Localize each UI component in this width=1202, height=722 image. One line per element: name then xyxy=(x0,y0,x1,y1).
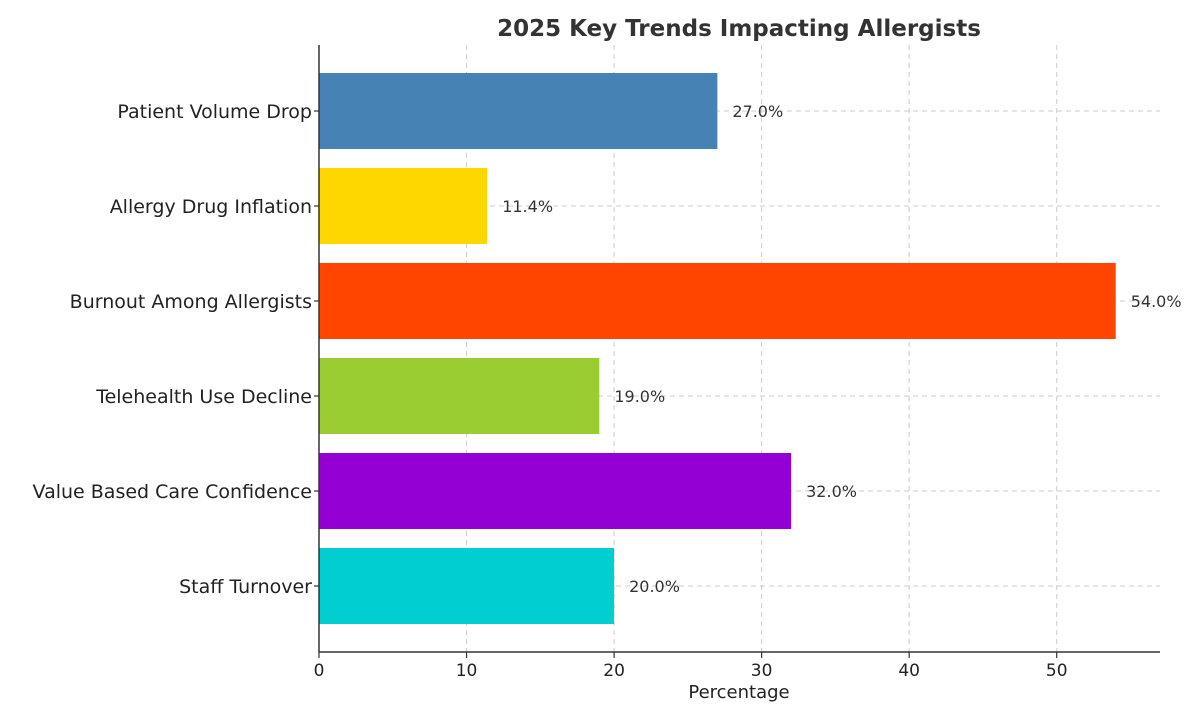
data-label: 32.0% xyxy=(806,482,857,501)
x-axis-title: Percentage xyxy=(688,682,789,703)
bar xyxy=(319,548,615,624)
bar xyxy=(319,263,1116,339)
x-tick-label: 40 xyxy=(898,661,920,681)
data-label: 54.0% xyxy=(1131,292,1182,311)
x-tick-label: 30 xyxy=(751,661,773,681)
category-label: Allergy Drug Inflation xyxy=(110,196,312,218)
data-label: 11.4% xyxy=(502,197,553,216)
label-layer: Patient Volume Drop 27.0% Allergy Drug Inf… xyxy=(33,101,1182,598)
x-tick-label: 10 xyxy=(456,661,478,681)
x-tick-label: 50 xyxy=(1046,661,1068,681)
bar-layer xyxy=(319,73,1116,624)
bar xyxy=(319,453,792,529)
bar xyxy=(319,168,488,244)
tick-layer: 0 10 20 30 40 50 xyxy=(314,110,1068,681)
chart-title: 2025 Key Trends Impacting Allergists xyxy=(497,16,981,42)
category-label: Patient Volume Drop xyxy=(117,101,312,123)
x-tick-label: 20 xyxy=(603,661,625,681)
category-label: Telehealth Use Decline xyxy=(95,386,312,408)
category-label: Staff Turnover xyxy=(179,576,312,598)
category-label: Value Based Care Confidence xyxy=(33,481,312,503)
data-label: 27.0% xyxy=(732,102,783,121)
bar xyxy=(319,73,718,149)
x-tick-label: 0 xyxy=(314,661,325,681)
category-label: Burnout Among Allergists xyxy=(70,291,312,313)
data-label: 20.0% xyxy=(629,577,680,596)
data-label: 19.0% xyxy=(614,387,665,406)
bar xyxy=(319,358,600,434)
